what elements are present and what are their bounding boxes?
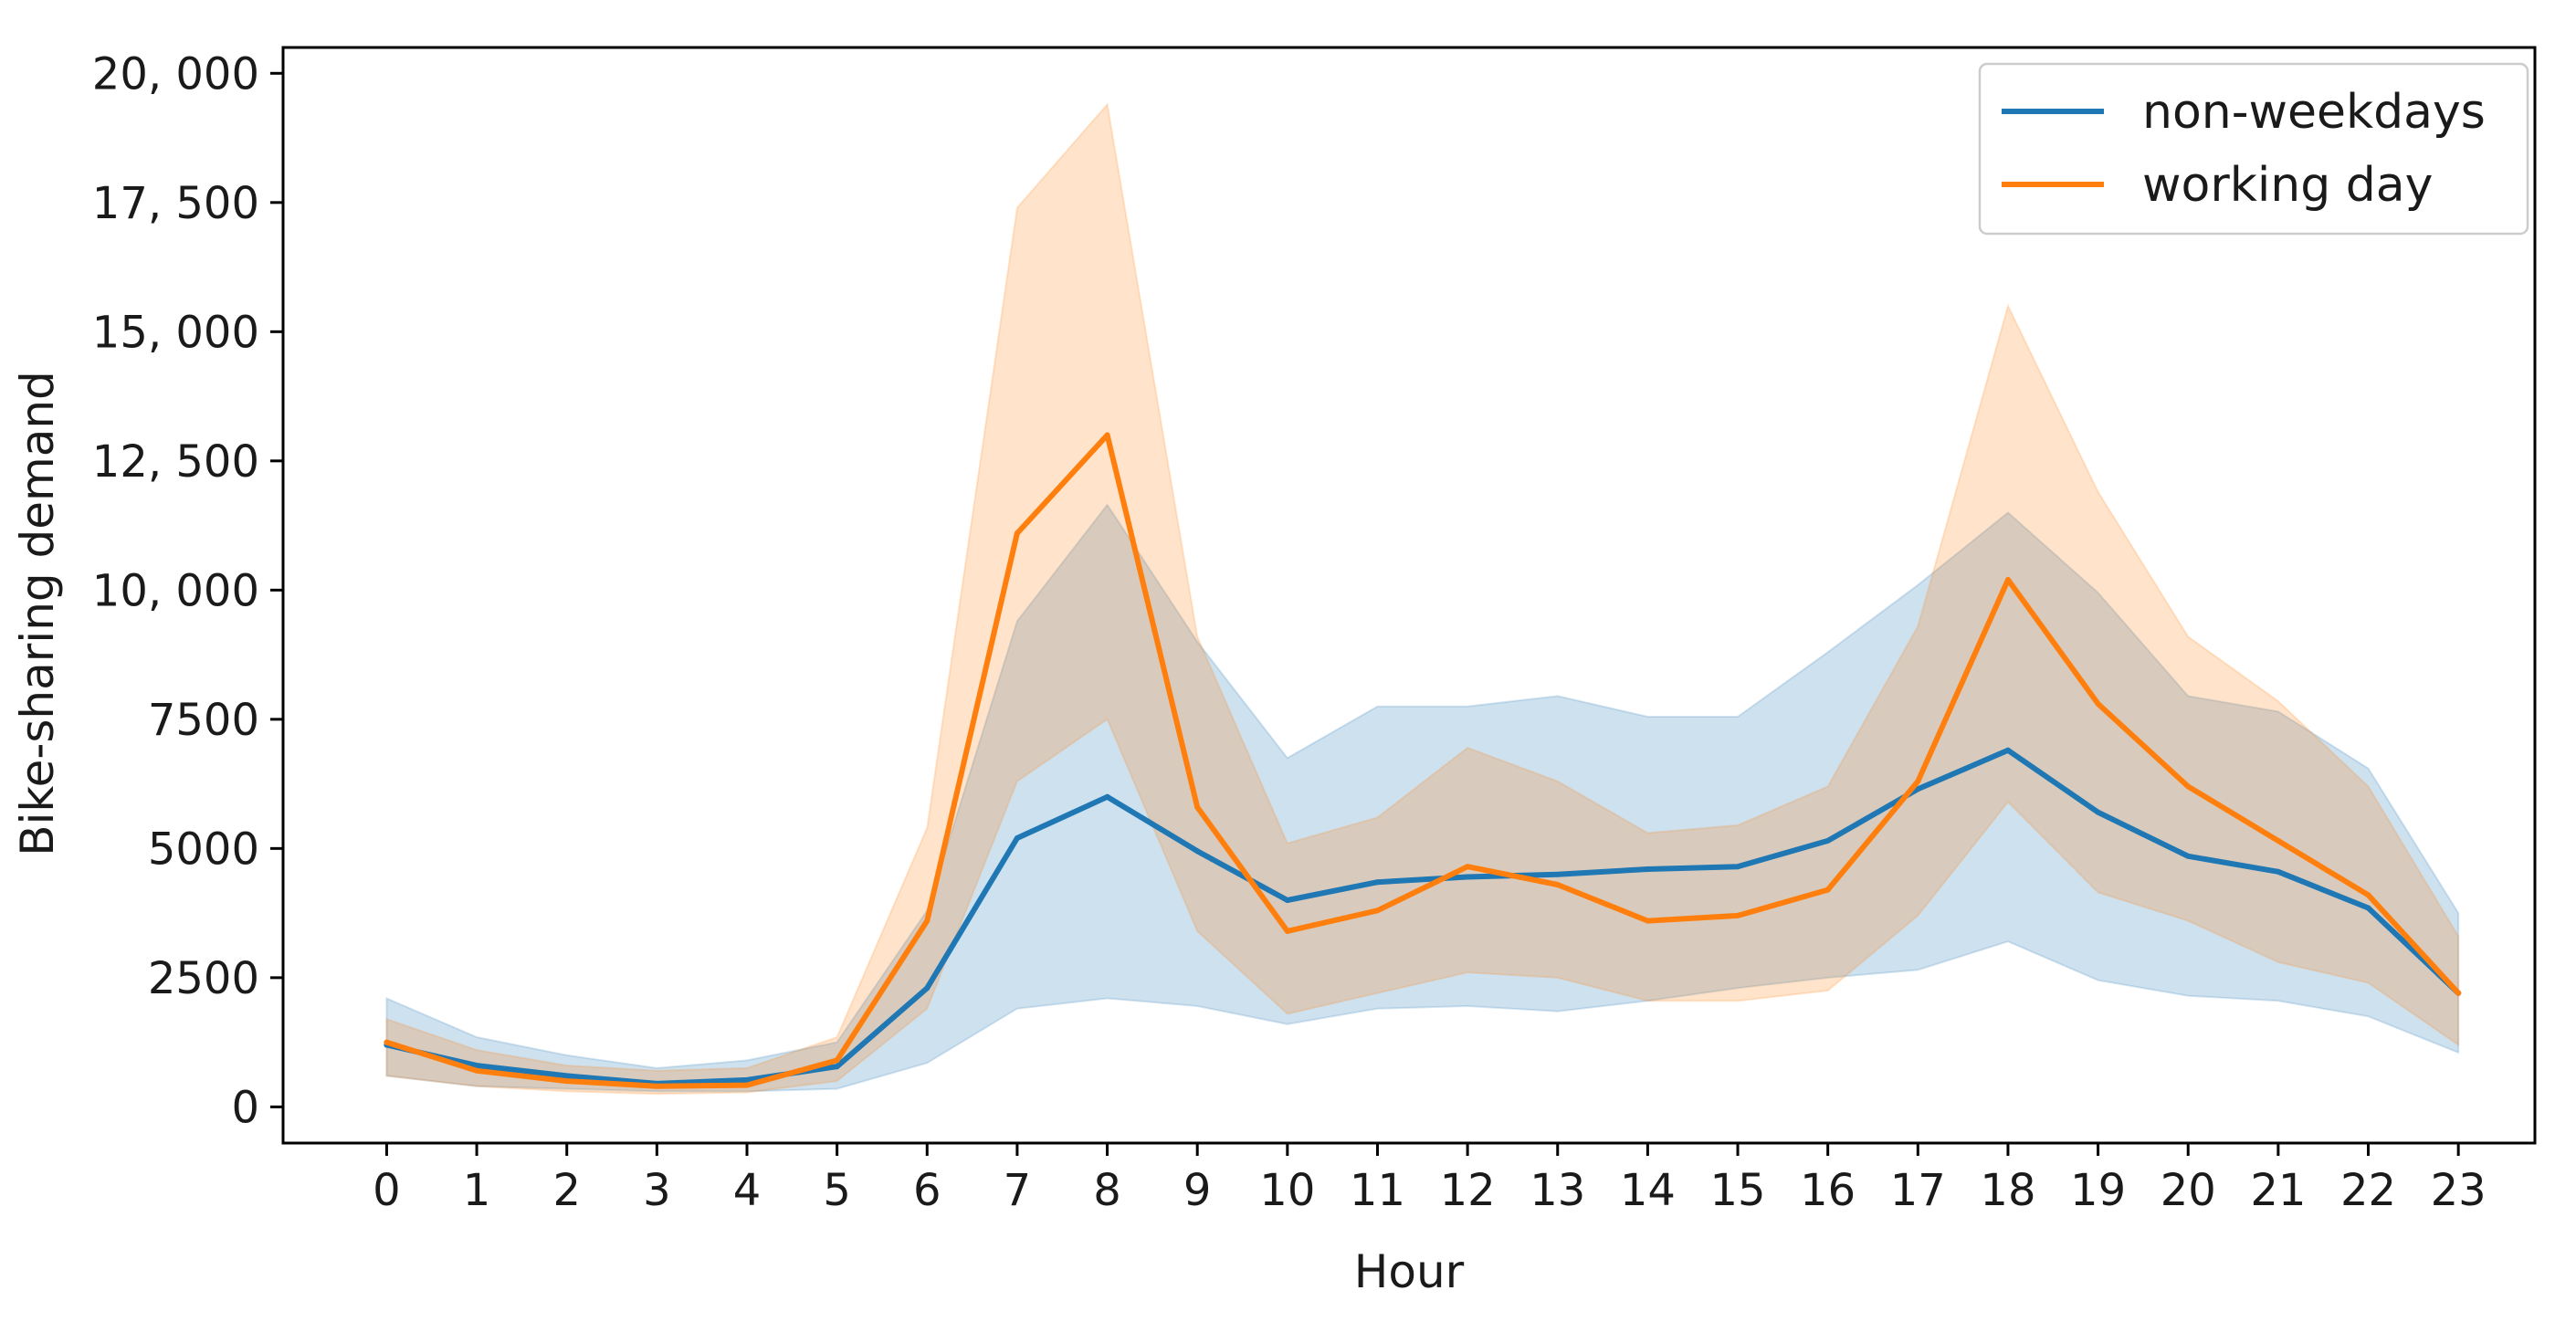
x-tick-label: 21 [2250, 1165, 2306, 1216]
x-tick-label: 0 [373, 1165, 401, 1216]
x-tick-label: 6 [913, 1165, 941, 1216]
data-point-non-weekdays [2185, 853, 2192, 859]
series-lines [384, 432, 2462, 1089]
x-tick-label: 10 [1259, 1165, 1315, 1216]
data-point-working-day [2185, 783, 2192, 790]
data-point-working-day [1104, 432, 1110, 438]
x-tick-label: 18 [1980, 1165, 2035, 1216]
data-point-non-weekdays [2005, 747, 2011, 753]
band-non-weekdays [385, 503, 2460, 1093]
x-tick-label: 14 [1620, 1165, 1676, 1216]
data-point-working-day [1645, 918, 1651, 924]
data-point-non-weekdays [1554, 871, 1561, 877]
points-working-day [384, 432, 2462, 1089]
x-tick-label: 7 [1004, 1165, 1032, 1216]
data-point-non-weekdays [1645, 866, 1651, 872]
confidence-bands [385, 102, 2460, 1096]
data-point-working-day [1824, 887, 1831, 893]
data-point-working-day [1465, 864, 1471, 870]
data-point-non-weekdays [1284, 897, 1290, 903]
x-tick-label: 12 [1440, 1165, 1496, 1216]
data-point-working-day [2365, 892, 2371, 898]
data-point-working-day [1735, 912, 1740, 918]
data-point-non-weekdays [1374, 879, 1381, 886]
data-point-non-weekdays [834, 1064, 840, 1070]
data-point-non-weekdays [1735, 864, 1740, 870]
data-point-working-day [744, 1082, 750, 1088]
line-non-weekdays [384, 747, 2462, 1086]
band-working-day [385, 102, 2460, 1096]
x-tick-label: 22 [2340, 1165, 2396, 1216]
x-tick-label: 17 [1890, 1165, 1946, 1216]
y-tick-label: 10, 000 [92, 565, 259, 616]
y-tick-label: 17, 500 [92, 178, 259, 229]
data-point-non-weekdays [563, 1073, 570, 1079]
data-point-working-day [1554, 882, 1561, 887]
plot-area-frame [281, 46, 2537, 1145]
x-tick-label: 15 [1709, 1165, 1765, 1216]
data-point-working-day [654, 1083, 660, 1089]
data-point-non-weekdays [1824, 837, 1831, 844]
y-tick-label: 7500 [148, 695, 259, 746]
data-point-working-day [2095, 700, 2101, 707]
x-tick-label: 4 [733, 1165, 762, 1216]
legend-label-working-day: working day [2142, 158, 2433, 213]
data-point-non-weekdays [1104, 793, 1110, 800]
data-point-non-weekdays [744, 1076, 750, 1083]
x-axis-ticks: 0 1 2 3 4 5 6 7 8 9 10 11 12 13 14 15 16 17 18 19 20 21 22 23 [373, 1143, 2487, 1216]
data-point-non-weekdays [1194, 848, 1201, 855]
data-point-non-weekdays [1014, 835, 1020, 841]
x-tick-label: 20 [2161, 1165, 2216, 1216]
data-point-working-day [2275, 837, 2281, 844]
legend-box [1978, 62, 2529, 236]
data-point-non-weekdays [2275, 868, 2281, 875]
x-axis-title: Hour [1354, 1245, 1465, 1298]
x-tick-label: 19 [2070, 1165, 2126, 1216]
data-point-non-weekdays [2095, 809, 2101, 815]
x-tick-label: 23 [2431, 1165, 2487, 1216]
x-tick-label: 1 [463, 1165, 491, 1216]
x-tick-label: 11 [1350, 1165, 1405, 1216]
x-tick-label: 2 [552, 1165, 581, 1216]
data-point-working-day [924, 918, 931, 924]
data-point-working-day [474, 1067, 480, 1074]
x-tick-label: 5 [823, 1165, 851, 1216]
data-point-working-day [1374, 908, 1381, 914]
x-tick-label: 8 [1093, 1165, 1121, 1216]
x-tick-label: 16 [1800, 1165, 1856, 1216]
data-point-working-day [1915, 778, 1921, 784]
y-axis-ticks: 0 2500 5000 7500 10, 000 12, 500 15, 000 17, 50… [92, 48, 283, 1133]
line-working-day [384, 432, 2462, 1089]
data-point-non-weekdays [2365, 905, 2371, 911]
y-tick-label: 20, 000 [92, 48, 259, 100]
data-point-working-day [834, 1057, 840, 1064]
y-tick-label: 5000 [148, 824, 259, 875]
x-tick-label: 13 [1530, 1165, 1585, 1216]
data-point-non-weekdays [1915, 786, 1921, 792]
data-point-working-day [384, 1039, 390, 1045]
y-axis-title: Bike-sharing demand [11, 371, 64, 856]
data-point-working-day [1014, 530, 1020, 537]
legend: non-weekdays working day [1978, 62, 2529, 236]
y-tick-label: 12, 500 [92, 436, 259, 488]
data-point-working-day [2005, 577, 2011, 582]
legend-label-non-weekdays: non-weekdays [2142, 85, 2486, 140]
y-tick-label: 0 [231, 1082, 259, 1133]
x-tick-label: 9 [1183, 1165, 1212, 1216]
data-point-working-day [1194, 804, 1201, 811]
data-point-non-weekdays [924, 985, 931, 992]
data-point-working-day [563, 1078, 570, 1085]
y-tick-label: 15, 000 [92, 307, 259, 358]
data-point-working-day [1284, 928, 1290, 934]
data-point-non-weekdays [474, 1063, 480, 1069]
data-point-working-day [2455, 990, 2462, 996]
y-tick-label: 2500 [148, 953, 259, 1004]
x-tick-label: 3 [643, 1165, 671, 1216]
data-point-non-weekdays [1465, 874, 1471, 880]
